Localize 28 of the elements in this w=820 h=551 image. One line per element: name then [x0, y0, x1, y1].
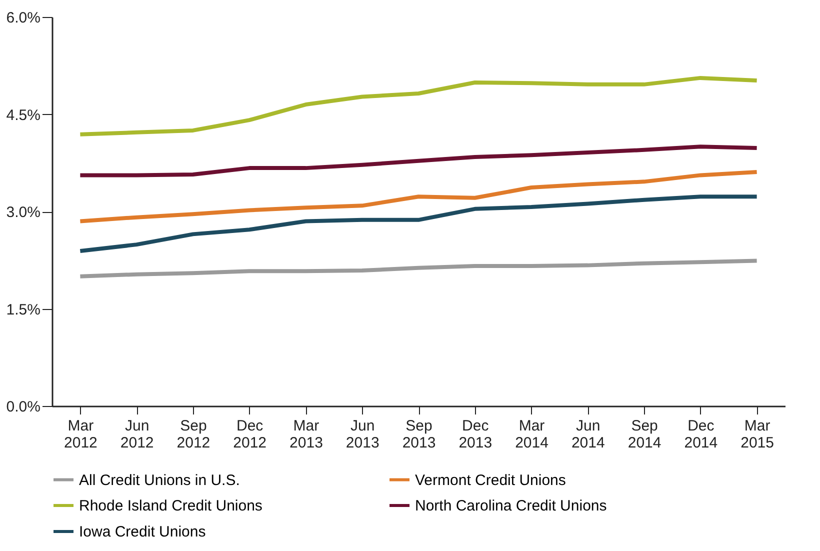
y-tick-label: 0.0%: [6, 398, 40, 416]
legend-label: All Credit Unions in U.S.: [79, 472, 240, 489]
x-tick-label: Dec 2012: [233, 418, 267, 452]
line-series: [78, 170, 759, 224]
legend-label: Rhode Island Credit Unions: [79, 498, 262, 514]
line-series: [78, 76, 759, 136]
x-tick-label: Sep 2013: [402, 418, 436, 452]
x-tick-label: Mar 2014: [515, 418, 548, 452]
legend-label: Iowa Credit Unions: [79, 524, 206, 540]
y-tick-label: 6.0%: [6, 10, 40, 26]
legend-label: North Carolina Credit Unions: [415, 498, 607, 514]
y-tick-label: 1.5%: [6, 301, 40, 318]
line-series: [78, 144, 759, 178]
x-tick-label: Sep 2014: [628, 418, 662, 452]
x-tick-label: Sep 2012: [176, 418, 210, 452]
x-tick-label: Dec 2014: [684, 418, 718, 452]
x-tick-label: Jun 2012: [120, 418, 154, 452]
y-tick-label: 3.0%: [6, 204, 40, 221]
line-series: [78, 258, 759, 278]
x-tick-label: Jun 2014: [571, 418, 605, 452]
x-tick-label: Mar 2012: [64, 418, 98, 452]
x-tick-label: Dec 2013: [458, 418, 492, 452]
y-tick-label: 4.5%: [6, 106, 40, 124]
x-tick-label: Mar 2015: [740, 418, 774, 452]
legend-label: Vermont Credit Unions: [415, 472, 566, 489]
line-series: [78, 194, 759, 254]
x-tick-label: Jun 2013: [346, 418, 380, 452]
x-tick-label: Mar 2013: [290, 418, 323, 452]
